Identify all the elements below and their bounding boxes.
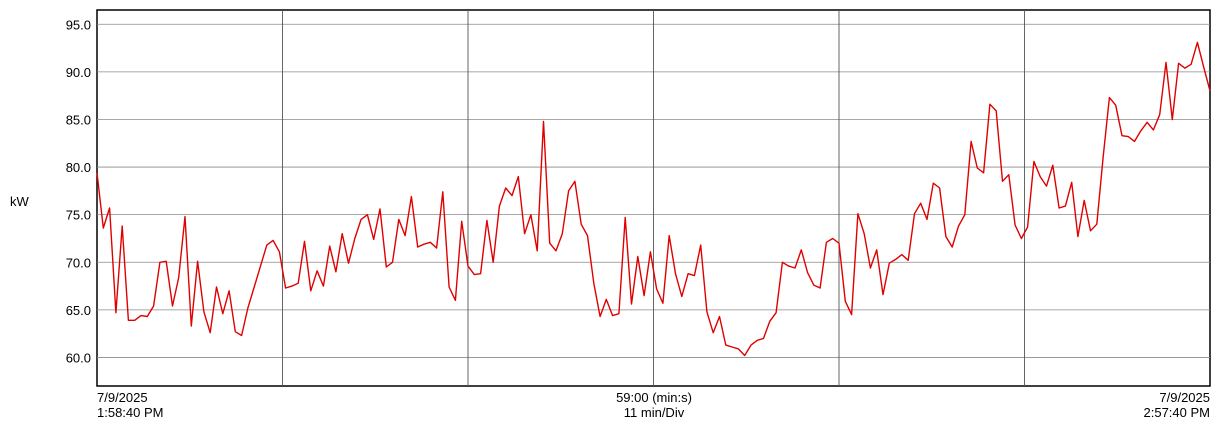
y-tick-label: 75.0 xyxy=(66,208,91,223)
y-tick-label: 95.0 xyxy=(66,17,91,32)
x-division-label: 11 min/Div xyxy=(624,405,685,420)
y-axis-label: kW xyxy=(10,194,30,209)
x-axis-label: 59:00 (min:s) xyxy=(616,390,692,405)
vertical-gridlines xyxy=(282,10,1025,386)
y-tick-label: 65.0 xyxy=(66,303,91,318)
y-axis-tick-labels: 60.0 65.0 70.0 75.0 80.0 85.0 90.0 95.0 xyxy=(66,17,91,365)
x-end-time: 2:57:40 PM xyxy=(1144,405,1211,420)
y-tick-label: 90.0 xyxy=(66,65,91,80)
x-end-date: 7/9/2025 xyxy=(1159,390,1210,405)
plot-area: 60.0 65.0 70.0 75.0 80.0 85.0 90.0 95.0 xyxy=(66,9,1211,387)
y-tick-label: 70.0 xyxy=(66,255,91,270)
y-tick-label: 85.0 xyxy=(66,112,91,127)
x-start-time: 1:58:40 PM xyxy=(97,405,164,420)
series-line xyxy=(96,41,1211,357)
x-start-date: 7/9/2025 xyxy=(97,390,148,405)
y-tick-label: 60.0 xyxy=(66,350,91,365)
y-tick-label: 80.0 xyxy=(66,160,91,175)
